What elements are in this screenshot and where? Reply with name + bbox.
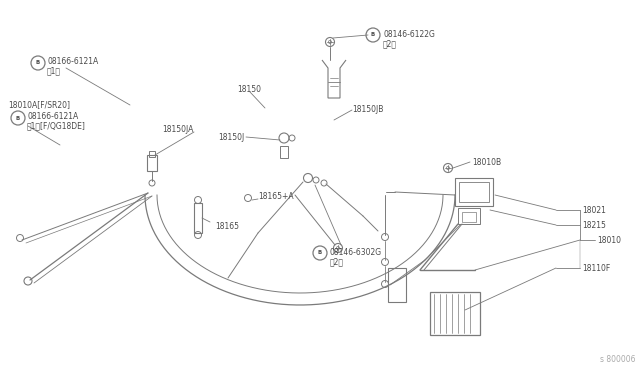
- Text: 08146-6302G: 08146-6302G: [330, 248, 382, 257]
- Bar: [458, 208, 480, 224]
- Text: 18010B: 18010B: [472, 158, 501, 167]
- Text: 〈2〉: 〈2〉: [383, 39, 397, 48]
- Bar: [147, 155, 157, 171]
- Text: 08166-6121A: 08166-6121A: [47, 57, 99, 66]
- Text: 18150JB: 18150JB: [352, 105, 383, 114]
- Text: 18010A[F/SR20]: 18010A[F/SR20]: [8, 100, 70, 109]
- Text: 18150J: 18150J: [218, 133, 244, 142]
- Text: 18110F: 18110F: [582, 264, 611, 273]
- Text: 〈1〉[F/QG18DE]: 〈1〉[F/QG18DE]: [27, 121, 86, 130]
- Text: 18150JA: 18150JA: [162, 125, 193, 134]
- Text: 18150: 18150: [237, 85, 261, 94]
- Text: s 800006: s 800006: [600, 355, 636, 364]
- Text: 08146-6122G: 08146-6122G: [383, 30, 435, 39]
- Bar: [388, 268, 406, 302]
- Bar: [149, 151, 155, 157]
- Text: B: B: [16, 115, 20, 121]
- Text: B: B: [36, 61, 40, 65]
- Text: 〈2〉: 〈2〉: [330, 257, 344, 266]
- Text: 18165: 18165: [215, 222, 239, 231]
- Text: 18165+A: 18165+A: [258, 192, 294, 201]
- Text: 〈1〉: 〈1〉: [47, 66, 61, 75]
- Bar: [462, 212, 476, 222]
- Text: 18021: 18021: [582, 206, 606, 215]
- Bar: [459, 182, 489, 202]
- Text: B: B: [371, 32, 375, 38]
- Bar: [455, 178, 493, 206]
- Text: 08166-6121A: 08166-6121A: [27, 112, 78, 121]
- Text: 18010: 18010: [597, 236, 621, 245]
- Bar: [280, 146, 288, 158]
- Text: B: B: [318, 250, 322, 256]
- Bar: [194, 203, 202, 233]
- Text: 18215: 18215: [582, 221, 606, 230]
